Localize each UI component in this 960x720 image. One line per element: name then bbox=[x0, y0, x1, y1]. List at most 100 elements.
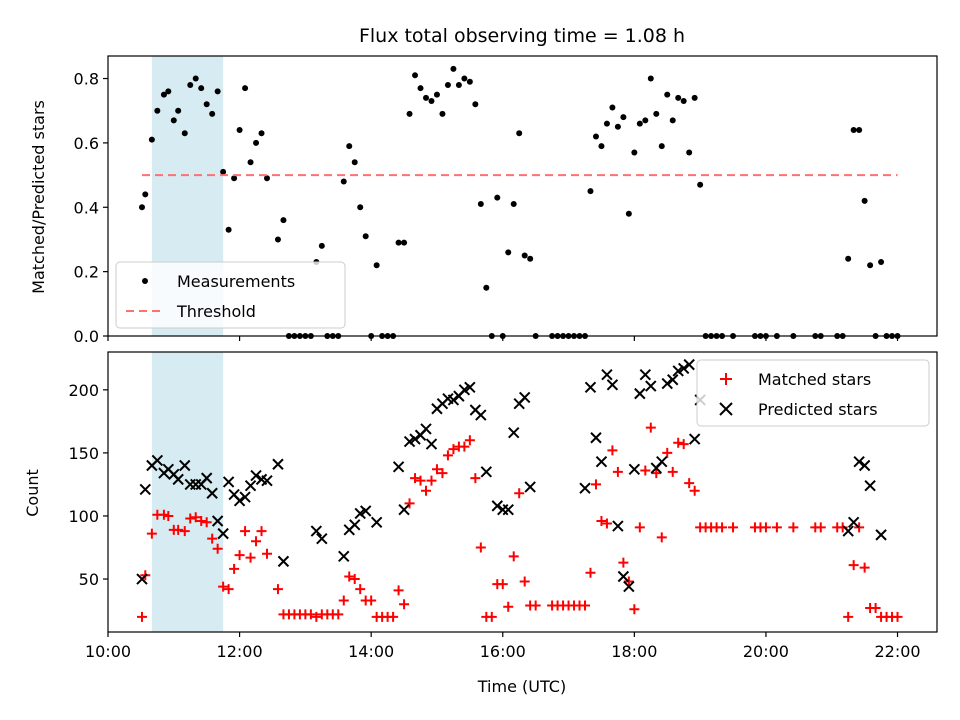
bottom-predicted-stars-point bbox=[398, 503, 410, 516]
bottom-matched-stars-point bbox=[486, 611, 497, 622]
bottom-predicted-stars-point bbox=[475, 409, 487, 421]
bottom-predicted-stars-point bbox=[656, 456, 668, 468]
bottom-matched-stars-point bbox=[667, 466, 678, 477]
bottom-predicted-stars-point bbox=[420, 423, 432, 435]
bottom-predicted-stars-point bbox=[667, 374, 679, 386]
bottom-matched-stars-point bbox=[305, 609, 316, 620]
bottom-predicted-stars-point bbox=[524, 481, 536, 493]
top-measurements-point bbox=[867, 262, 874, 269]
bottom-matched-stars-point bbox=[854, 522, 865, 533]
bottom-matched-stars-point bbox=[234, 550, 245, 561]
bottom-y-tick-label: 100 bbox=[68, 507, 99, 526]
bottom-predicted-stars-point bbox=[508, 427, 520, 439]
bottom-predicted-stars-point bbox=[370, 516, 383, 528]
bottom-matched-stars-point bbox=[201, 517, 212, 528]
bottom-predicted-stars-point bbox=[464, 381, 476, 394]
bottom-predicted-stars-point bbox=[392, 461, 405, 473]
bottom-matched-stars-point bbox=[437, 468, 448, 479]
top-measurements-point bbox=[242, 85, 249, 92]
top-measurements-point bbox=[264, 175, 271, 182]
bottom-matched-stars-point bbox=[431, 464, 442, 475]
bottom-matched-stars-point bbox=[415, 475, 426, 486]
x-axis-label: Time (UTC) bbox=[477, 677, 566, 696]
bottom-matched-stars-point bbox=[464, 435, 475, 446]
top-measurements-point bbox=[203, 101, 210, 108]
top-measurements-point bbox=[192, 75, 199, 82]
bottom-matched-stars-point bbox=[662, 447, 673, 458]
top-measurements-point bbox=[631, 149, 638, 156]
top-measurements-point bbox=[357, 204, 364, 211]
bottom-matched-stars-point bbox=[760, 522, 771, 533]
top-measurements-point bbox=[142, 191, 149, 198]
bottom-matched-stars-point bbox=[410, 473, 421, 484]
bottom-matched-stars-point bbox=[689, 485, 700, 496]
bottom-matched-stars-point bbox=[623, 576, 634, 587]
top-measurements-point bbox=[247, 159, 254, 166]
top-measurements-point bbox=[603, 120, 610, 127]
top-measurements-point bbox=[181, 130, 188, 137]
top-measurements-point bbox=[598, 143, 605, 150]
top-y-tick-label: 0.4 bbox=[74, 198, 99, 217]
bottom-matched-stars-point bbox=[640, 465, 651, 476]
bottom-predicted-stars-point bbox=[683, 358, 695, 371]
top-measurements-point bbox=[675, 94, 682, 101]
top-measurements-point bbox=[691, 94, 698, 101]
bottom-matched-stars-point bbox=[596, 516, 607, 527]
bottom-predicted-stars-point bbox=[200, 472, 213, 484]
bottom-matched-stars-point bbox=[366, 595, 377, 606]
top-measurements-point bbox=[625, 210, 632, 217]
bottom-matched-stars-point bbox=[470, 473, 481, 484]
bottom-predicted-stars-point bbox=[211, 515, 224, 527]
bottom-x-tick-label: 14:00 bbox=[348, 642, 394, 661]
bottom-predicted-stars-point bbox=[349, 519, 361, 531]
bottom-matched-stars-point bbox=[678, 439, 689, 450]
bottom-predicted-stars-point bbox=[677, 362, 690, 375]
top-measurements-point bbox=[170, 117, 177, 124]
top-measurements-point bbox=[175, 107, 182, 114]
bottom-predicted-stars-point bbox=[425, 438, 438, 450]
top-measurements-point bbox=[160, 91, 167, 98]
top-measurements-point bbox=[373, 262, 380, 269]
bottom-matched-stars-point bbox=[190, 512, 201, 523]
top-measurements-point bbox=[214, 88, 221, 95]
top-measurements-point bbox=[636, 120, 643, 127]
bottom-predicted-stars-point bbox=[864, 479, 876, 492]
bottom-matched-stars-point bbox=[645, 422, 656, 433]
bottom-legend-matched-stars-label: Matched stars bbox=[758, 370, 871, 389]
bottom-matched-stars-point bbox=[629, 604, 640, 615]
bottom-predicted-stars-point bbox=[645, 380, 657, 392]
top-legend-measurements-label: Measurements bbox=[177, 272, 295, 291]
bottom-predicted-stars-point bbox=[217, 527, 229, 540]
bottom-matched-stars-point bbox=[475, 542, 486, 553]
bottom-predicted-stars-point bbox=[612, 520, 624, 532]
bottom-matched-stars-point bbox=[508, 551, 519, 562]
top-measurements-point bbox=[510, 201, 517, 208]
bottom-matched-stars-point bbox=[399, 599, 410, 610]
bottom-matched-stars-point bbox=[218, 581, 229, 592]
top-legend-threshold-label: Threshold bbox=[176, 302, 256, 321]
bottom-matched-stars-point bbox=[837, 522, 848, 533]
bottom-predicted-stars-point bbox=[847, 516, 860, 528]
bottom-predicted-stars-point bbox=[277, 555, 290, 568]
bottom-legend-matched-stars-marker bbox=[720, 373, 732, 385]
bottom-matched-stars-point bbox=[404, 498, 415, 509]
top-measurements-point bbox=[351, 159, 358, 166]
bottom-predicted-stars-point bbox=[617, 570, 630, 583]
top-measurements-point bbox=[686, 149, 693, 156]
bottom-predicted-stars-point bbox=[239, 491, 251, 503]
top-measurements-point bbox=[258, 130, 265, 137]
bottom-x-tick-label: 10:00 bbox=[85, 642, 131, 661]
top-measurements-point bbox=[423, 94, 430, 101]
top-measurements-point bbox=[412, 72, 419, 79]
bottom-predicted-stars-point bbox=[858, 459, 871, 472]
bottom-x-tick-label: 22:00 bbox=[874, 642, 920, 661]
bottom-legend-predicted-stars-label: Predicted stars bbox=[758, 400, 878, 419]
top-measurements-point bbox=[433, 91, 440, 98]
top-measurements-point bbox=[669, 117, 676, 124]
bottom-predicted-stars-point bbox=[590, 432, 602, 444]
top-measurements-point bbox=[154, 107, 161, 114]
bottom-matched-stars-point bbox=[349, 574, 360, 585]
bottom-predicted-stars-point bbox=[595, 456, 608, 468]
bottom-matched-stars-point bbox=[426, 475, 437, 486]
bottom-predicted-stars-point bbox=[688, 433, 701, 445]
